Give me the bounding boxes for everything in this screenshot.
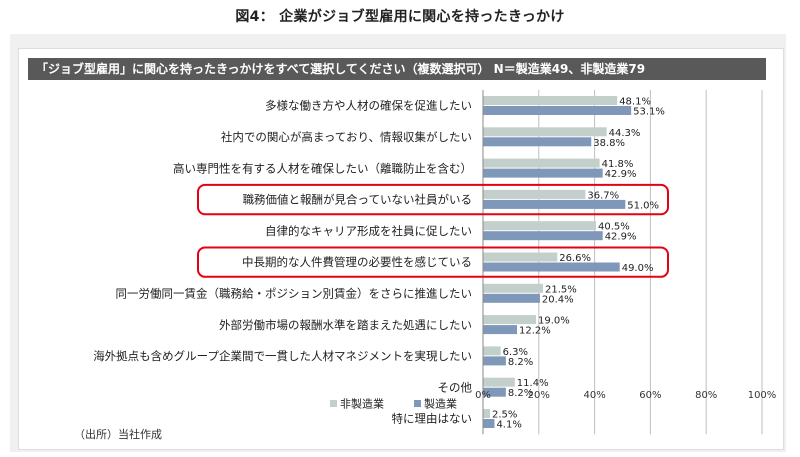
data-label: 21.5% xyxy=(545,284,577,295)
bar xyxy=(483,293,540,303)
data-label: 53.1% xyxy=(633,107,665,118)
bar xyxy=(483,189,586,199)
highlight-box xyxy=(197,246,669,278)
data-label: 48.1% xyxy=(619,97,651,108)
bar xyxy=(483,387,506,397)
x-tick-label: 100% xyxy=(748,390,777,401)
data-label: 36.7% xyxy=(587,190,619,201)
data-label: 51.0% xyxy=(627,200,659,211)
bar xyxy=(483,409,490,418)
bar xyxy=(483,96,618,105)
bar xyxy=(483,419,495,428)
category-label: 海外拠点も含めグループ企業間で一貫した人材マネジメントを実現したい xyxy=(93,349,472,363)
bar xyxy=(483,137,592,147)
bar xyxy=(483,106,632,115)
bar xyxy=(483,231,603,241)
bar xyxy=(483,252,558,262)
data-label: 19.0% xyxy=(538,316,570,327)
category-label: 社内での関心が高まっており、情報収集がしたい xyxy=(221,130,472,144)
chart-title: 「ジョブ型雇用」に関心を持ったきっかけをすべて選択してください（複数選択可） N… xyxy=(28,58,766,80)
x-tick-label: 80% xyxy=(695,390,717,401)
category-label: 高い専門性を有する人材を確保したい（離職防止を含む） xyxy=(173,161,472,175)
category-label: 自律的なキャリア形成を社員に促したい xyxy=(265,224,472,238)
x-tick-label: 0% xyxy=(475,390,491,401)
category-label: 外部労働市場の報酬水準を踏まえた処遇にしたい xyxy=(219,318,472,332)
highlight-box xyxy=(197,183,669,216)
category-label: 特に理由はない xyxy=(392,412,473,426)
x-tick-label: 20% xyxy=(528,390,550,401)
bar xyxy=(483,199,626,209)
category-label: 中長期的な人件費管理の必要性を感じている xyxy=(242,255,472,269)
page-title: 図4： 企業がジョブ型雇用に関心を持ったきっかけ xyxy=(235,9,565,25)
x-tick-label: 60% xyxy=(639,390,661,401)
data-label: 38.8% xyxy=(593,138,625,149)
bar xyxy=(483,168,603,178)
x-tick-label: 40% xyxy=(583,390,605,401)
data-label: 42.9% xyxy=(605,232,637,243)
source-note: （出所）当社作成 xyxy=(74,428,162,441)
data-label: 6.3% xyxy=(503,347,528,358)
data-label: 11.4% xyxy=(517,378,549,389)
legend-label: 非製造業 xyxy=(340,397,384,411)
data-label: 42.9% xyxy=(605,169,637,180)
category-label: 多様な働き方や人材の確保を促進したい xyxy=(265,99,472,113)
category-label: その他 xyxy=(438,380,473,394)
bar xyxy=(483,283,543,293)
legend-label: 製造業 xyxy=(424,397,457,411)
bar xyxy=(483,158,600,168)
legend-swatch xyxy=(330,400,337,407)
data-label: 2.5% xyxy=(492,410,517,421)
bar xyxy=(483,315,537,325)
chart-card xyxy=(18,48,784,450)
data-label: 12.2% xyxy=(519,326,551,337)
bar xyxy=(483,356,506,366)
data-label: 8.2% xyxy=(508,357,533,368)
bar xyxy=(483,377,515,387)
bar xyxy=(483,346,501,356)
data-label: 40.5% xyxy=(598,222,630,233)
bar xyxy=(483,262,620,272)
data-label: 44.3% xyxy=(609,128,641,139)
bar xyxy=(483,325,518,335)
data-label: 20.4% xyxy=(542,294,574,305)
category-label: 職務価値と報酬が見合っていない社員がいる xyxy=(243,193,472,207)
data-label: 49.0% xyxy=(622,263,654,274)
data-label: 41.8% xyxy=(602,159,634,170)
data-label: 4.1% xyxy=(496,420,521,431)
data-label: 26.6% xyxy=(559,253,591,264)
legend-swatch xyxy=(414,400,421,407)
bar xyxy=(483,127,607,137)
category-label: 同一労働同一賃金（職務給・ポジション別賃金）をさらに推進したい xyxy=(116,286,473,300)
data-label: 8.2% xyxy=(508,388,533,399)
bar xyxy=(483,221,596,231)
